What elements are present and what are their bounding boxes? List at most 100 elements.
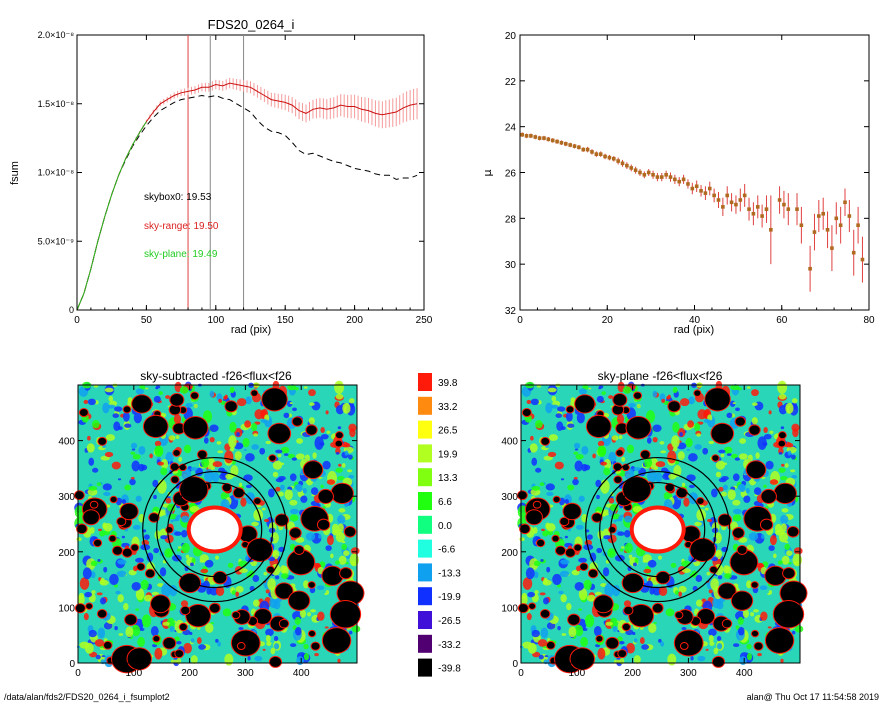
map-noise-blob bbox=[533, 571, 539, 579]
map-source bbox=[732, 528, 744, 538]
map-noise-blob bbox=[289, 499, 298, 506]
map-noise-blob bbox=[87, 435, 91, 441]
map-noise-blob bbox=[324, 592, 328, 596]
map-noise-blob bbox=[348, 474, 355, 479]
map-noise-blob bbox=[160, 535, 168, 540]
map-xtick-label: 0 bbox=[75, 668, 81, 679]
map-noise-blob bbox=[235, 585, 244, 593]
map-right-frame bbox=[520, 384, 801, 664]
map-source bbox=[737, 545, 747, 554]
map-noise-blob bbox=[755, 452, 760, 459]
map-noise-blob bbox=[153, 395, 161, 403]
map-noise-blob bbox=[668, 473, 677, 480]
map-noise-blob bbox=[711, 556, 719, 562]
mu-point bbox=[843, 200, 847, 205]
map-noise-blob bbox=[726, 453, 732, 456]
fsum-xtick-label: 100 bbox=[207, 315, 224, 326]
map-source bbox=[132, 395, 152, 413]
map-noise-blob bbox=[98, 528, 102, 532]
map-noise-blob bbox=[531, 629, 540, 638]
fsum-ytick-label: 2.0×10⁻⁸ bbox=[38, 30, 75, 40]
map-noise-blob bbox=[326, 430, 331, 434]
map-noise-blob bbox=[667, 450, 677, 464]
map-noise-blob bbox=[180, 600, 189, 607]
map-source bbox=[711, 423, 734, 444]
map-noise-blob bbox=[603, 459, 612, 470]
map-noise-blob bbox=[116, 570, 127, 578]
map-noise-blob bbox=[204, 559, 214, 568]
map-noise-blob bbox=[224, 653, 234, 666]
map-noise-blob bbox=[750, 612, 755, 617]
map-noise-blob bbox=[660, 641, 665, 647]
map-noise-blob bbox=[706, 571, 711, 576]
map-noise-blob bbox=[596, 494, 600, 500]
map-noise-blob bbox=[302, 487, 307, 494]
mu-point bbox=[577, 145, 581, 150]
map-noise-blob bbox=[154, 445, 164, 456]
colorbar-swatch bbox=[418, 587, 432, 606]
map-noise-blob bbox=[114, 406, 123, 412]
map-source bbox=[565, 548, 575, 557]
map-noise-blob bbox=[314, 653, 319, 657]
map-noise-blob bbox=[209, 586, 219, 596]
map-noise-blob bbox=[229, 386, 235, 394]
map-noise-blob bbox=[294, 483, 302, 491]
map-source bbox=[629, 604, 654, 627]
map-noise-blob bbox=[170, 519, 174, 523]
map-noise-blob bbox=[238, 482, 243, 487]
map-source bbox=[778, 432, 786, 439]
map-noise-blob bbox=[695, 599, 703, 607]
map-noise-blob bbox=[688, 453, 698, 462]
colorbar-swatch bbox=[418, 658, 432, 677]
map-noise-blob bbox=[118, 633, 124, 636]
map-noise-blob bbox=[252, 599, 260, 607]
map-noise-blob bbox=[287, 384, 297, 391]
mu-xlabel: rad (pix) bbox=[674, 324, 714, 336]
mu-xtick-label: 80 bbox=[863, 315, 875, 326]
map-noise-blob bbox=[765, 460, 774, 470]
map-noise-blob bbox=[786, 442, 794, 448]
map-source bbox=[254, 609, 272, 624]
map-noise-blob bbox=[626, 444, 635, 454]
map-noise-blob bbox=[169, 585, 178, 597]
map-noise-blob bbox=[632, 506, 643, 513]
fsum-ytick-label: 1.5×10⁻⁸ bbox=[38, 99, 75, 109]
map-noise-blob bbox=[275, 449, 283, 454]
map-noise-blob bbox=[727, 489, 736, 501]
colorbar-label: -13.3 bbox=[438, 568, 461, 579]
map-noise-blob bbox=[209, 390, 215, 398]
map-ytick-label: 100 bbox=[501, 603, 518, 614]
map-noise-blob bbox=[303, 580, 309, 589]
map-source bbox=[173, 450, 180, 456]
map-source bbox=[222, 483, 231, 492]
map-noise-blob bbox=[330, 553, 334, 559]
map-noise-blob bbox=[209, 424, 219, 432]
map-noise-blob bbox=[604, 583, 614, 598]
map-source bbox=[761, 489, 776, 504]
map-noise-blob bbox=[633, 638, 638, 643]
map-noise-blob bbox=[157, 461, 165, 466]
map-noise-blob bbox=[90, 560, 98, 567]
map-noise-blob bbox=[191, 557, 196, 564]
map-noise-blob bbox=[178, 456, 183, 462]
map-noise-blob bbox=[165, 497, 172, 504]
map-noise-blob bbox=[316, 585, 325, 591]
mu-ytick-label: 24 bbox=[505, 123, 517, 134]
map-noise-blob bbox=[543, 659, 548, 665]
map-noise-blob bbox=[688, 555, 692, 561]
map-noise-blob bbox=[607, 548, 616, 558]
map-source bbox=[586, 415, 611, 438]
galaxy-core bbox=[633, 509, 682, 550]
map-noise-blob bbox=[672, 386, 678, 394]
map-xtick-label: 100 bbox=[125, 668, 142, 679]
map-noise-blob bbox=[135, 388, 144, 395]
map-noise-blob bbox=[709, 641, 715, 646]
map-noise-blob bbox=[708, 634, 714, 643]
mu-frame bbox=[519, 34, 870, 311]
map-noise-blob bbox=[309, 402, 315, 406]
map-noise-blob bbox=[83, 613, 89, 621]
map-noise-blob bbox=[780, 514, 789, 525]
map-noise-blob bbox=[790, 469, 796, 473]
map-noise-blob bbox=[320, 433, 329, 440]
map-noise-blob bbox=[256, 504, 262, 508]
